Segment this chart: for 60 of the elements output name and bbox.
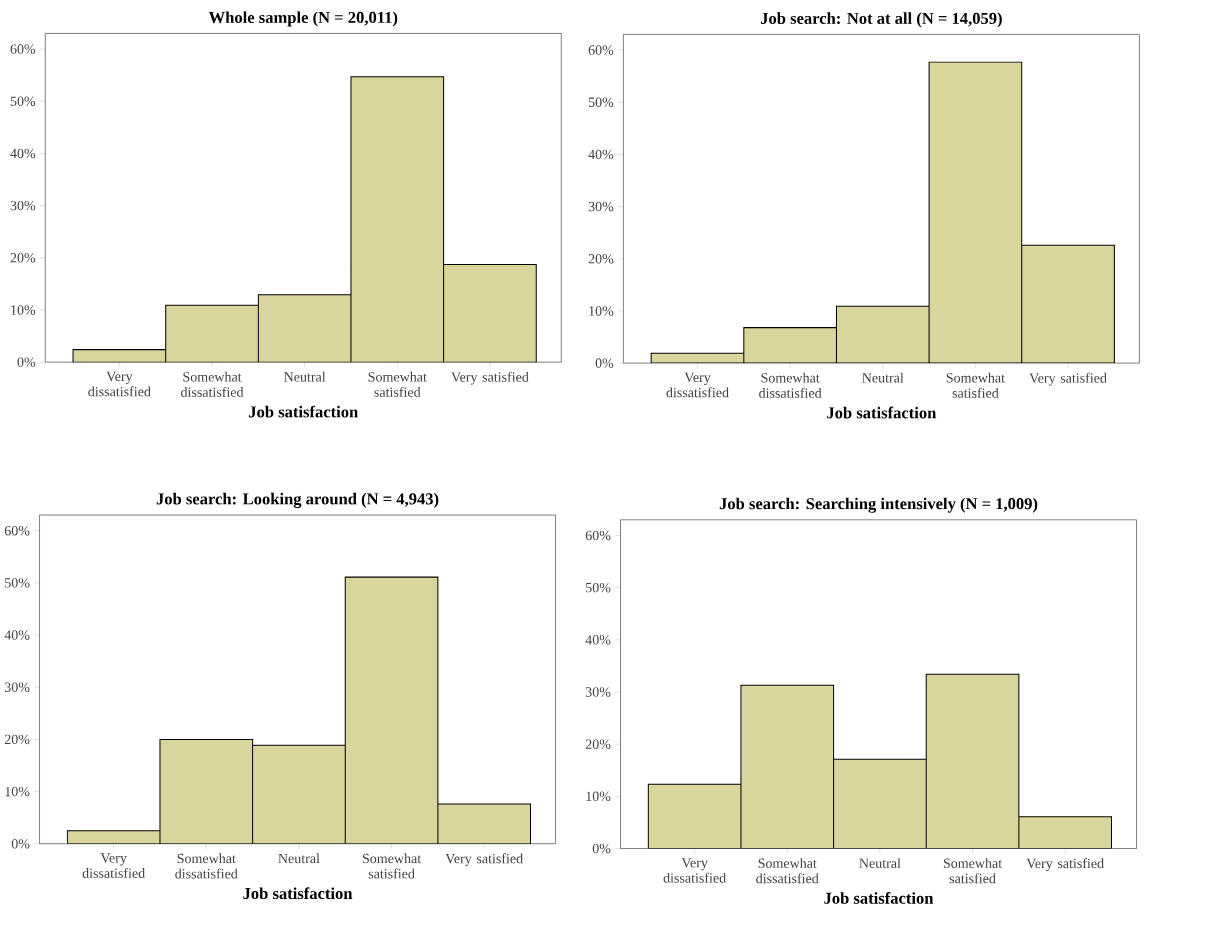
bar [648,784,741,849]
x-tick-label: Somewhat satisfied [368,371,427,397]
y-tick-label: 30% [588,201,614,212]
x-tick-label: Somewhat satisfied [943,858,1003,884]
chart-title: Job search: Looking around (N = 4,943) [156,492,439,508]
y-tick-label: 50% [5,578,30,588]
y-tick-label: 50% [586,582,611,593]
y-tick-label: 0% [592,843,611,854]
y-tick-label: 20% [588,253,614,264]
x-tick-label: Somewhat satisfied [946,372,1005,398]
y-tick-label: 60% [585,530,611,541]
y-tick-label: 50% [588,97,614,107]
y-tick-label: 60% [588,45,614,55]
y-tick-label: 30% [4,682,30,692]
y-tick-label: 20% [585,739,611,749]
x-tick-label: Somewhat dissatisfied [759,372,822,398]
y-tick-label: 60% [10,44,36,54]
x-tick-label: Very dissatisfied [88,371,151,397]
x-tick-label: Neutral [859,858,901,868]
y-tick-label: 50% [10,96,36,106]
y-tick-label: 60% [4,525,30,536]
x-tick-label: Very dissatisfied [82,853,146,878]
x-axis-title: Job satisfaction [824,891,934,904]
x-tick-label: Somewhat dissatisfied [180,371,244,397]
y-tick-label: 30% [585,687,611,697]
y-tick-label: 30% [10,200,36,211]
x-tick-label: Very satisfied [451,371,529,385]
y-tick-label: 10% [586,791,611,802]
y-tick-label: 10% [11,305,36,315]
y-tick-label: 0% [11,838,30,849]
chart-title: Job search: Searching intensively (N = 1,009) [719,497,1038,513]
chart-title: Job search: Not at all (N = 14,059) [760,12,1002,28]
x-tick-label: Somewhat dissatisfied [175,853,238,879]
x-tick-label: Very dissatisfied [666,372,729,398]
x-tick-label: Very dissatisfied [663,858,726,883]
y-tick-label: 20% [10,252,36,263]
x-tick-label: Neutral [284,371,326,382]
y-tick-label: 40% [588,149,614,160]
x-axis-title: Job satisfaction [243,887,353,899]
y-tick-label: 0% [17,357,36,367]
x-tick-label: Very satisfied [1026,858,1104,871]
x-tick-label: Somewhat satisfied [362,853,422,879]
x-tick-label: Somewhat dissatisfied [756,858,819,884]
y-tick-label: 20% [4,734,30,745]
x-tick-label: Very satisfied [445,853,523,867]
y-tick-label: 40% [585,635,611,645]
y-tick-label: 10% [589,306,614,316]
y-tick-label: 40% [4,630,30,640]
x-axis-title: Job satisfaction [249,405,359,418]
x-tick-label: Neutral [862,372,904,383]
x-tick-label: Very satisfied [1029,372,1107,386]
bar [437,803,532,844]
x-tick-label: Neutral [278,853,320,864]
chart-title: Whole sample (N = 20,011) [208,11,398,27]
y-tick-label: 0% [595,358,614,368]
y-tick-label: 10% [5,786,30,797]
x-axis-title: Job satisfaction [827,406,937,419]
bar [1018,816,1113,849]
bar [67,830,160,844]
y-tick-label: 40% [10,148,36,159]
